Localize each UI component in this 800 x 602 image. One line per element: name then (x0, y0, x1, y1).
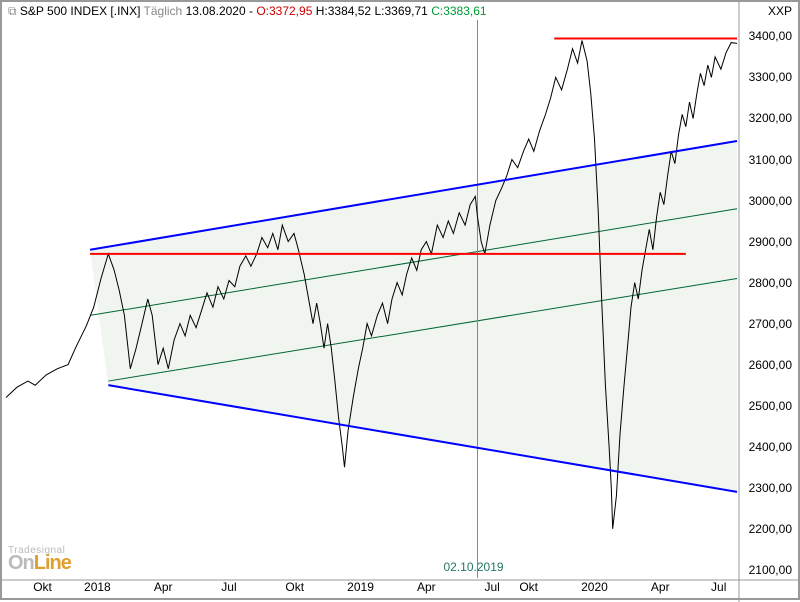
chart-svg (2, 2, 800, 602)
right-axis-label: XXP (768, 4, 792, 18)
symbol-name: S&P 500 INDEX [.INX] (20, 4, 141, 18)
interval: Täglich (144, 4, 183, 18)
chart-header: ⧉ S&P 500 INDEX [.INX] Täglich 13.08.202… (8, 4, 487, 19)
date-marker-label: 02.10.2019 (443, 560, 503, 574)
close-label: C: (431, 4, 443, 18)
close-value: 3383,61 (443, 4, 486, 18)
open-label: O: (256, 4, 269, 18)
low-value: 3369,71 (384, 4, 427, 18)
chart-container: ⧉ S&P 500 INDEX [.INX] Täglich 13.08.202… (0, 0, 800, 600)
high-value: 3384,52 (328, 4, 371, 18)
open-value: 3372,95 (269, 4, 312, 18)
low-label: L: (374, 4, 384, 18)
header-date: 13.08.2020 (186, 4, 246, 18)
expand-icon: ⧉ (8, 4, 17, 18)
high-label: H: (316, 4, 328, 18)
